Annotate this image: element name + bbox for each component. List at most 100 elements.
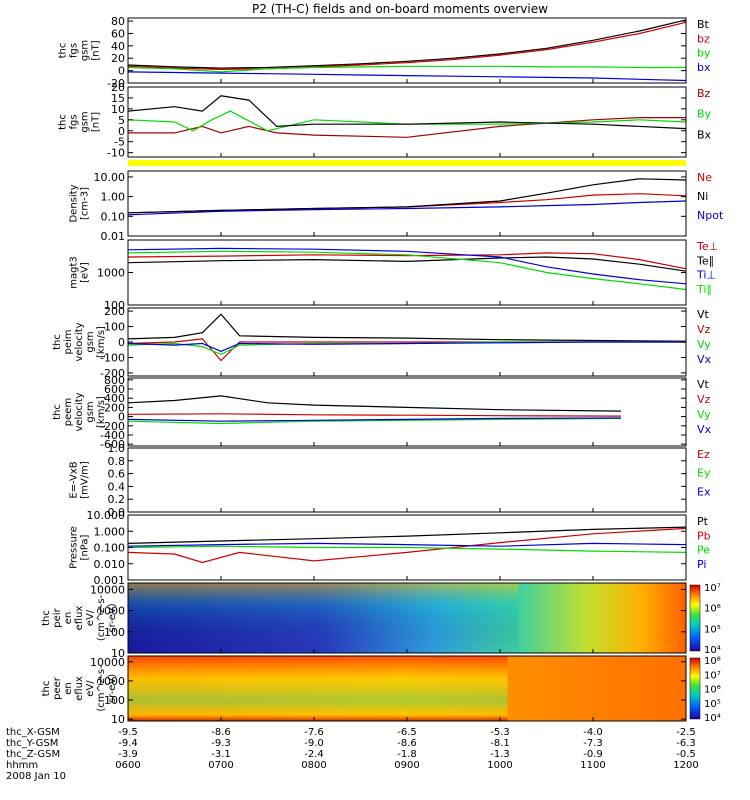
- ylabel-line: thc: [41, 681, 52, 697]
- colorbar-tick-label: 10⁴: [704, 713, 721, 724]
- ylabel-line: peim: [63, 329, 74, 354]
- xaxis-value: 0900: [394, 760, 419, 771]
- legend-Vt: Vt: [697, 308, 710, 321]
- ytick-label: 0.6: [108, 468, 126, 481]
- series-line-Ni: [127, 178, 687, 214]
- ylabel-line: [eV]: [80, 262, 91, 283]
- colorbar-tick-label: 10⁶: [704, 604, 721, 615]
- ytick-label: 100: [104, 321, 125, 334]
- legend-Bz: Bz: [697, 87, 711, 100]
- panel-frame: [127, 447, 687, 513]
- ylabel-line: [km/s]: [96, 396, 107, 428]
- ylabel-line: thc: [58, 114, 69, 130]
- series-line-Vx: [127, 417, 621, 422]
- xaxis-value: -8.6: [211, 727, 231, 738]
- xaxis-row-label: thc_Z-GSM: [6, 749, 60, 760]
- ytick-label: 0: [118, 125, 125, 138]
- ylabel-line: [nT]: [91, 40, 102, 60]
- xaxis-value: -6.3: [676, 738, 696, 749]
- colorbar: [689, 584, 701, 652]
- ytick-label: 10: [111, 647, 125, 660]
- ytick-label: 100: [104, 626, 125, 639]
- ytick-label: 80: [111, 15, 125, 28]
- colorbar: [689, 657, 701, 720]
- ylabel-line: eflux: [74, 606, 85, 631]
- ytick-label: -400: [100, 429, 125, 442]
- legend-Pt: Pt: [697, 515, 709, 528]
- legend-Vx: Vx: [697, 353, 712, 366]
- legend-Te⊥: Te⊥: [696, 240, 718, 253]
- ytick-label: 0: [118, 65, 125, 78]
- colorbar-tick-label: 10⁷: [704, 583, 721, 594]
- legend-Vt: Vt: [697, 378, 710, 391]
- ylabel-line: eV/: [85, 680, 96, 697]
- ylabel-line: [mV/m]: [80, 461, 91, 499]
- legend-Ey: Ey: [697, 467, 711, 480]
- legend-Vy: Vy: [697, 408, 711, 421]
- series-line-Vt: [127, 313, 687, 342]
- legend-Pe: Pe: [697, 544, 710, 557]
- ylabel: Pressure[nPa]: [69, 526, 91, 569]
- ytick-label: 100: [104, 299, 125, 312]
- xaxis-date: 2008 Jan 10: [6, 771, 66, 782]
- ylabel-line: peem: [63, 398, 74, 426]
- ylabel-line: E=-VxB: [69, 461, 80, 498]
- legend-Ti∥: Ti∥: [696, 283, 712, 296]
- legend-Vz: Vz: [697, 323, 711, 336]
- panel-frame: [127, 239, 687, 306]
- ytick-label: 200: [104, 401, 125, 414]
- ylabel: thcfgsgsm[nT]: [58, 111, 102, 132]
- ylabel: thcfgsgsm[nT]: [58, 40, 102, 61]
- legend-Vz: Vz: [697, 393, 711, 406]
- xaxis-value: -8.1: [490, 738, 510, 749]
- ylabel: E=-VxB[mV/m]: [69, 461, 91, 499]
- xaxis-value: -2.4: [304, 749, 324, 760]
- ytick-label: 10000: [90, 656, 125, 669]
- legend-Ex: Ex: [697, 485, 711, 498]
- ytick-label: 100: [104, 694, 125, 707]
- ytick-label: 10.00: [94, 171, 126, 184]
- xaxis-value: -8.6: [397, 738, 417, 749]
- ylabel-line: gsm: [80, 111, 91, 132]
- series-line-Bz: [128, 116, 686, 138]
- ylabel-line: gsm: [85, 401, 96, 422]
- ytick-label: 800: [104, 374, 125, 387]
- xaxis-value: -4.0: [583, 727, 603, 738]
- legend-Ni: Ni: [697, 190, 708, 203]
- ytick-label: 20: [111, 52, 125, 65]
- ylabel-line: en: [63, 612, 74, 625]
- series-line-By: [127, 110, 687, 132]
- series-line-Vy: [127, 417, 621, 425]
- panel-peer_spectrogram: 10⁴10⁵10⁶10⁷10⁸10100100010000thcpeerenef…: [41, 655, 721, 726]
- ylabel: thcpeerenefluxeV/(cm^2-s-sr-eV): [41, 665, 118, 712]
- legend-By: By: [697, 108, 712, 121]
- ylabel-line: [cm-3]: [80, 187, 91, 220]
- ylabel-line: eflux: [74, 676, 85, 701]
- ytick-label: -5: [114, 136, 125, 149]
- ylabel-line: gsm: [80, 40, 91, 61]
- ylabel-line: velocity: [74, 322, 85, 361]
- series-line-Npot: [127, 200, 687, 216]
- series-line-Vt: [127, 395, 621, 412]
- ylabel-line: fgs: [69, 43, 80, 58]
- ylabel-line: peir: [52, 607, 63, 627]
- ytick-label: 1.00: [101, 191, 126, 204]
- xaxis-value: -9.4: [118, 738, 138, 749]
- legend-Vy: Vy: [697, 338, 711, 351]
- legend-Ne: Ne: [697, 171, 712, 184]
- ytick-label: 0.8: [108, 455, 126, 468]
- ytick-label: 0.010: [94, 558, 126, 571]
- xaxis-value: 0600: [115, 760, 140, 771]
- ytick-label: 40: [111, 40, 125, 53]
- legend-bx: bx: [697, 61, 711, 74]
- xaxis-value: -2.5: [676, 727, 696, 738]
- ytick-label: -600: [100, 438, 125, 451]
- colorbar-tick-label: 10⁶: [704, 685, 721, 696]
- xaxis-value: -9.3: [211, 738, 231, 749]
- ytick-label: 10: [111, 103, 125, 116]
- x-axis-annotation: thc_X-GSM -9.5 -8.6 -7.6 -6.5 -5.3 -4.0 -2.5 thc…: [6, 727, 699, 782]
